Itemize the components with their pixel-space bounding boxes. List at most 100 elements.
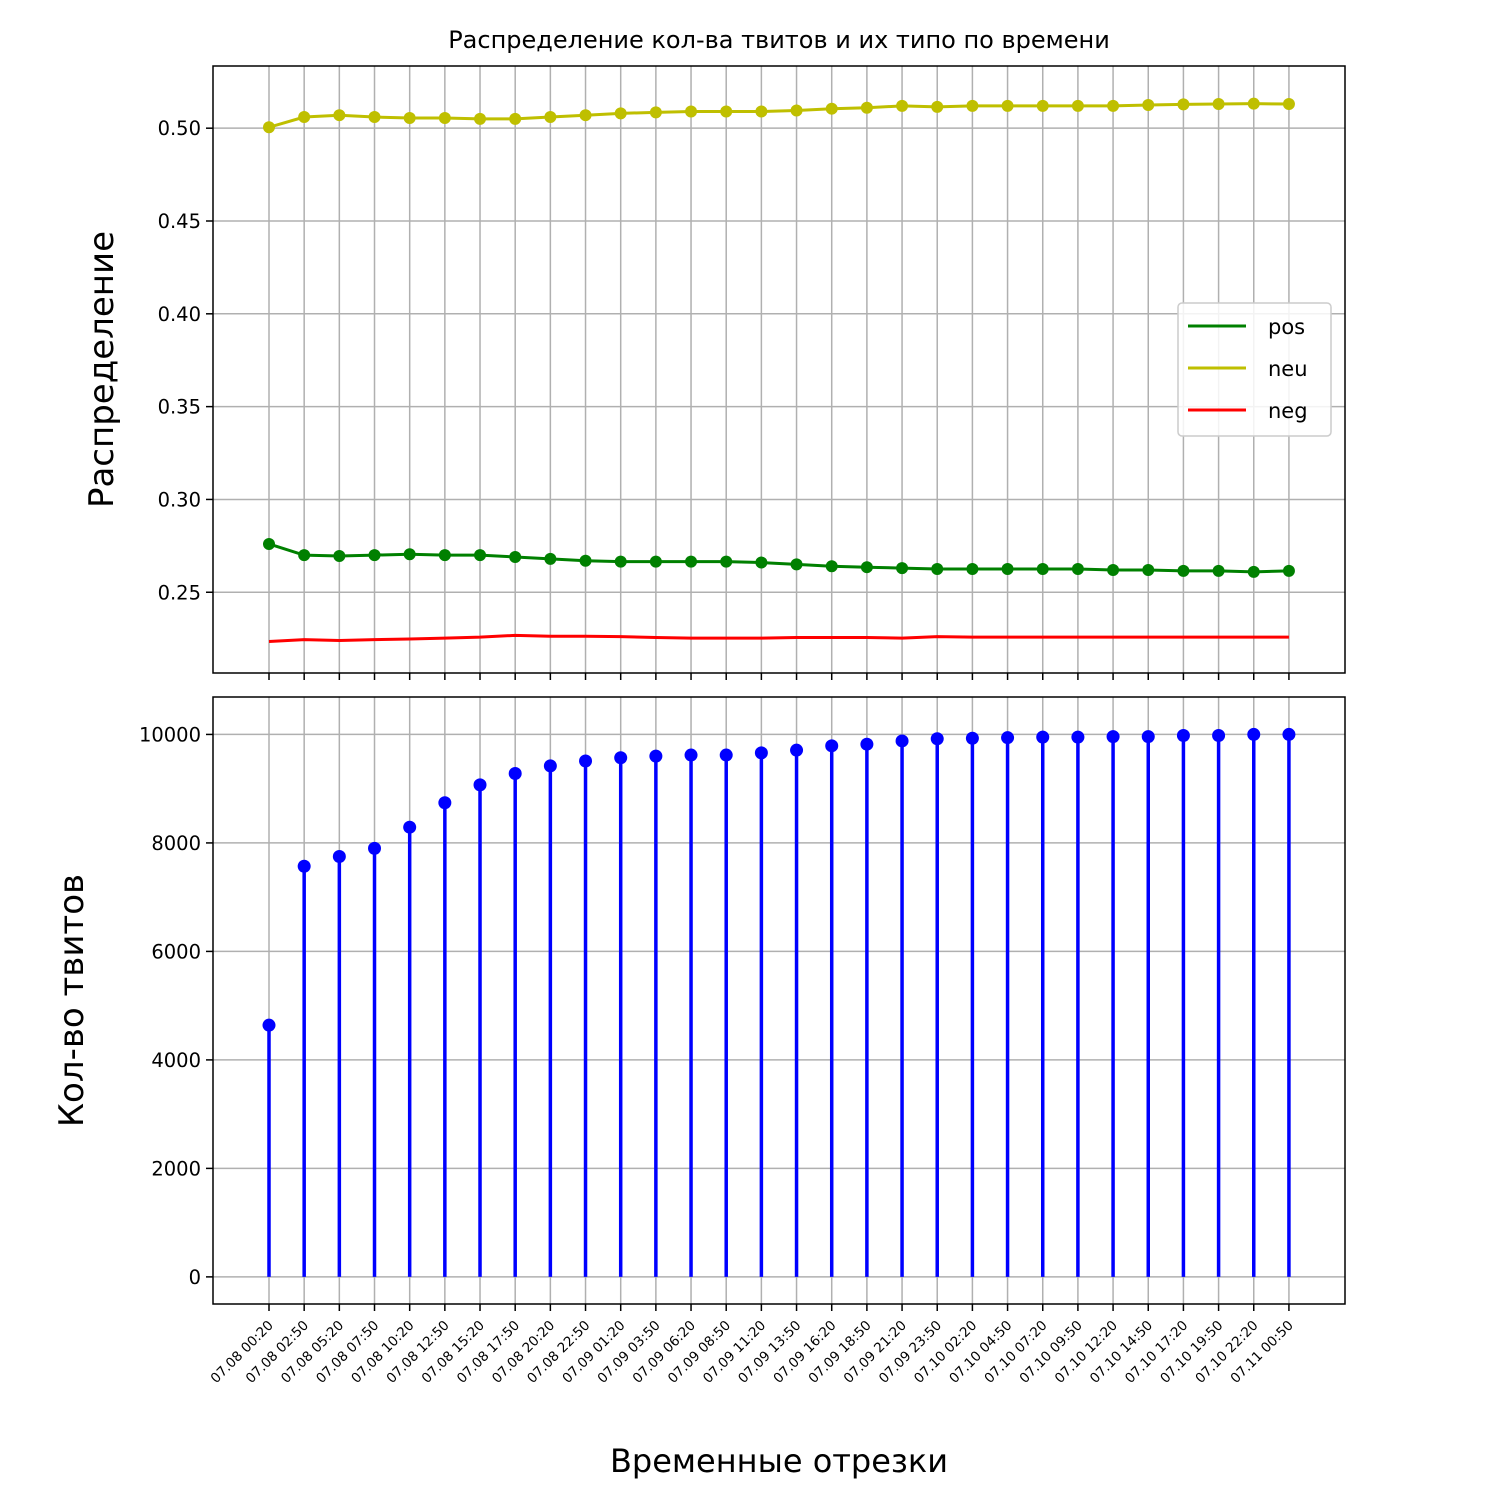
stem-marker: [1036, 730, 1050, 744]
bottom-y-tick-label: 10000: [139, 723, 201, 746]
bottom-y-axis-label: Кол-во твитов: [52, 874, 92, 1127]
data-point-pos: [1107, 563, 1120, 576]
bottom-y-tick-label: 8000: [151, 832, 201, 855]
stem-marker: [1071, 730, 1085, 744]
data-point-neu: [1212, 98, 1225, 111]
data-point-neu: [1282, 98, 1295, 111]
data-point-neu: [1001, 99, 1014, 112]
top-y-tick-label: 0.35: [158, 396, 201, 419]
data-point-neu: [1177, 98, 1190, 111]
stem-marker: [332, 849, 346, 863]
data-point-neu: [966, 99, 979, 112]
data-point-neu: [825, 102, 838, 115]
stem-marker: [649, 749, 663, 763]
stem-marker: [508, 766, 522, 780]
top-y-tick-label: 0.45: [158, 210, 201, 233]
stem-marker: [825, 739, 839, 753]
data-point-pos: [1036, 563, 1049, 576]
data-point-pos: [403, 548, 416, 561]
stem-marker: [930, 732, 944, 746]
stem-marker: [297, 859, 311, 873]
data-point-neu: [1142, 98, 1155, 111]
data-point-pos: [649, 555, 662, 568]
data-point-neu: [931, 100, 944, 113]
legend-label-neu: neu: [1268, 357, 1308, 381]
data-point-pos: [860, 561, 873, 574]
stem-marker: [1176, 729, 1190, 743]
stem-marker: [754, 746, 768, 760]
data-point-pos: [685, 555, 698, 568]
stem-marker: [965, 731, 979, 745]
data-point-pos: [931, 563, 944, 576]
bottom-y-ticks: 0 2000 4000 6000 8000 10000: [139, 723, 213, 1289]
data-point-neu: [298, 111, 311, 124]
top-plot-frame: [212, 65, 1346, 674]
data-point-pos: [474, 549, 487, 562]
data-point-pos: [825, 560, 838, 573]
stem-marker: [473, 778, 487, 792]
legend-items: pos neu neg: [1188, 315, 1308, 423]
bottom-plot-frame: [212, 696, 1346, 1305]
stem-marker: [1141, 730, 1155, 744]
data-point-neu: [1107, 99, 1120, 112]
top-y-tick-label: 0.30: [158, 488, 201, 511]
legend-label-pos: pos: [1268, 315, 1305, 339]
data-point-neu: [860, 101, 873, 114]
stem-marker: [438, 796, 452, 810]
data-point-pos: [1001, 563, 1014, 576]
data-point-neu: [614, 107, 627, 120]
data-point-pos: [896, 562, 909, 575]
stem-marker: [403, 820, 417, 834]
stem-marker: [1212, 729, 1226, 743]
stem-marker: [895, 734, 909, 748]
stem-marker: [684, 748, 698, 762]
data-point-neu: [263, 121, 275, 134]
top-x-ticks: [268, 673, 1290, 680]
stem-marker: [543, 759, 557, 773]
data-point-pos: [579, 554, 592, 567]
data-point-neu: [790, 104, 803, 117]
data-point-pos: [1071, 563, 1084, 576]
data-point-pos: [1212, 564, 1225, 577]
x-axis-label: Временные отрезки: [610, 1442, 948, 1480]
data-point-pos: [755, 556, 768, 569]
top-y-tick-label: 0.50: [158, 117, 201, 140]
top-y-ticks: 0.25 0.30 0.35 0.40 0.45 0.50: [158, 117, 213, 604]
stem-marker: [719, 748, 733, 762]
stem-marker: [1282, 727, 1296, 741]
stem-marker: [860, 737, 874, 751]
stem-marker: [614, 751, 628, 765]
data-point-pos: [1177, 564, 1190, 577]
data-point-neu: [368, 111, 381, 124]
data-point-pos: [509, 550, 522, 563]
stem-marker: [1247, 727, 1261, 741]
legend-label-neg: neg: [1268, 399, 1308, 423]
data-point-pos: [720, 555, 733, 568]
top-y-tick-label: 0.25: [158, 581, 201, 604]
data-point-neu: [649, 106, 662, 119]
chart-title: Распределение кол-ва твитов и их типо по…: [448, 26, 1110, 54]
data-point-pos: [298, 549, 311, 562]
data-point-neu: [333, 109, 346, 122]
data-point-neu: [720, 105, 733, 118]
data-point-neu: [474, 112, 487, 125]
data-point-pos: [790, 558, 803, 571]
stem-marker: [579, 754, 593, 768]
stem-marker: [1001, 731, 1015, 745]
data-point-pos: [1247, 565, 1260, 578]
stem-marker: [368, 841, 382, 855]
data-point-neu: [1071, 99, 1084, 112]
bottom-y-tick-label: 2000: [151, 1157, 201, 1180]
data-point-pos: [1142, 563, 1155, 576]
legend: pos neu neg: [1177, 302, 1332, 437]
data-point-pos: [544, 552, 557, 565]
data-point-neu: [544, 111, 557, 124]
data-point-pos: [368, 549, 381, 562]
data-point-pos: [263, 537, 275, 550]
top-y-axis-label: Распределение: [82, 231, 122, 508]
bottom-y-tick-label: 4000: [151, 1049, 201, 1072]
data-point-neu: [685, 105, 698, 118]
legend-box: [1177, 302, 1332, 437]
